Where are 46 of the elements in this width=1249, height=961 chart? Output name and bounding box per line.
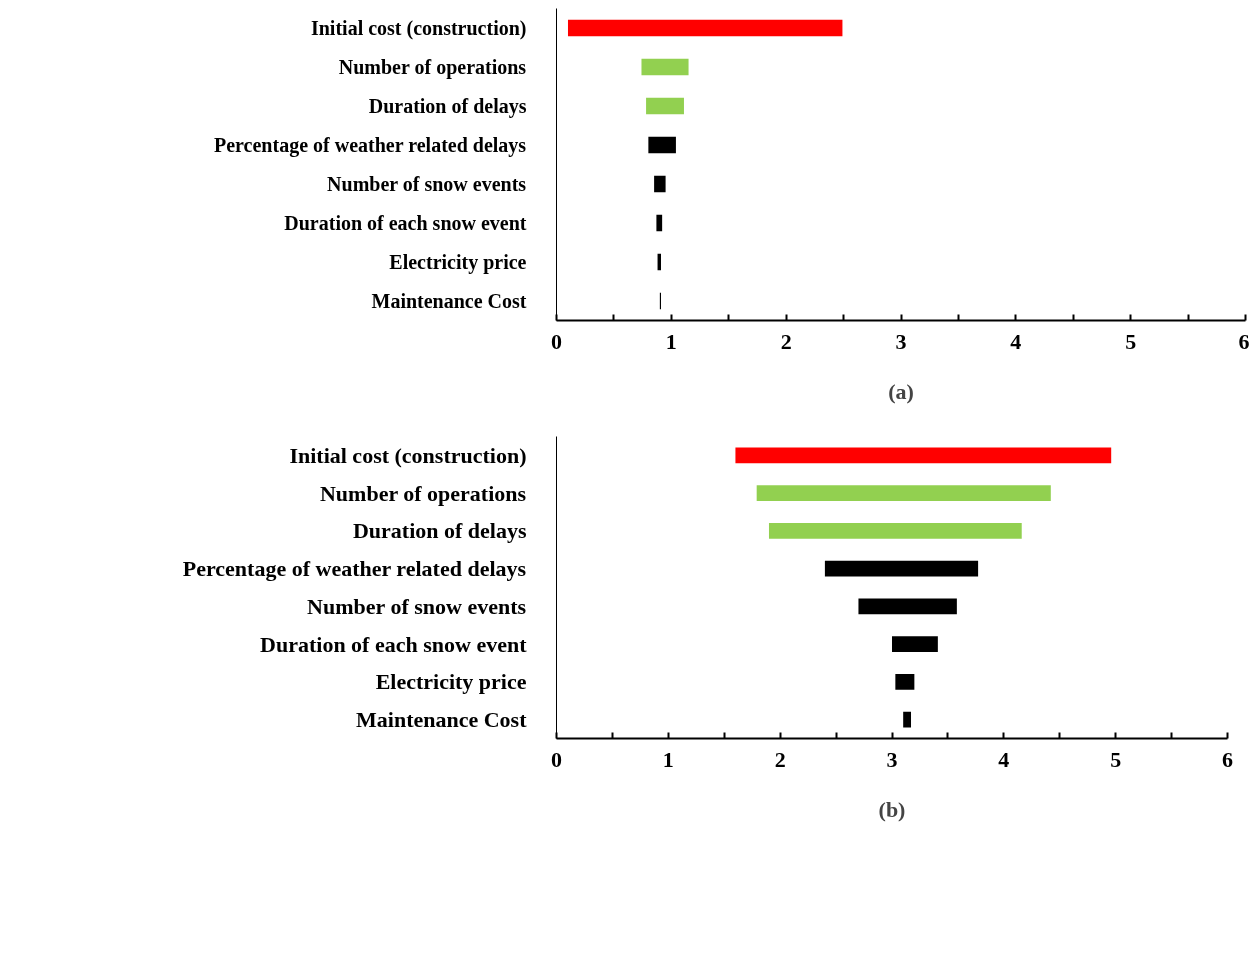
bar [756, 485, 1051, 502]
x-tick-label: 3 [886, 746, 898, 772]
y-tick-label: Percentage of weather related delays [182, 556, 527, 582]
x-tick-label: 1 [665, 328, 677, 354]
x-tick-label: 3 [895, 328, 907, 354]
y-tick-label: Number of operations [319, 480, 527, 506]
x-tick-label: 4 [998, 746, 1010, 772]
y-tick-label: Maintenance Cost [356, 707, 528, 733]
y-tick-label: Electricity price [375, 669, 527, 695]
text: (a) [888, 378, 914, 404]
bar [892, 636, 938, 653]
x-tick-label: 2 [774, 746, 786, 772]
bar [567, 19, 843, 37]
y-tick-label: Duration of each snow event [260, 631, 528, 657]
bar [735, 447, 1112, 464]
x-tick-label: 6 [1222, 746, 1233, 772]
text: (b) [878, 796, 906, 822]
y-tick-label: Initial cost (construction) [289, 442, 527, 468]
y-tick-label: Duration of delays [368, 95, 527, 118]
bar [858, 598, 957, 615]
y-tick-label: Percentage of weather related delays [214, 134, 527, 157]
y-tick-label: Number of snow events [307, 593, 527, 619]
y-tick-label: Number of snow events [327, 173, 527, 195]
y-tick-label: Initial cost (construction) [310, 17, 527, 40]
bar [903, 711, 912, 728]
x-tick-label: 0 [551, 328, 562, 354]
bar [656, 214, 663, 232]
bar [895, 673, 915, 690]
x-tick-label: 5 [1125, 328, 1137, 354]
bar [768, 522, 1022, 539]
x-tick-label: 0 [551, 746, 562, 772]
y-tick-label: Number of operations [338, 56, 527, 79]
bar [646, 97, 684, 115]
y-tick-label: Duration of delays [352, 518, 527, 544]
y-tick-label: Duration of each snow event [284, 212, 527, 234]
x-tick-label: 2 [780, 328, 792, 354]
x-tick-label: 6 [1238, 328, 1249, 354]
bar [654, 175, 666, 193]
bar [641, 58, 689, 76]
x-tick-label: 4 [1010, 328, 1022, 354]
bar [824, 560, 979, 577]
bar [648, 136, 676, 154]
y-tick-label: Electricity price [389, 251, 527, 274]
x-tick-label: 5 [1110, 746, 1122, 772]
x-tick-label: 1 [662, 746, 674, 772]
y-tick-label: Maintenance Cost [371, 290, 527, 312]
